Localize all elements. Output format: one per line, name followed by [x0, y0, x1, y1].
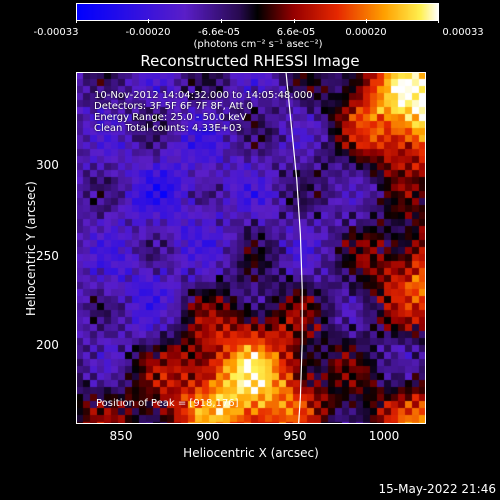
- info-clean-counts: Clean Total counts: 4.33E+03: [94, 123, 242, 134]
- colorbar-tick-label: 0.00020: [345, 27, 387, 38]
- info-time-range: 10-Nov-2012 14:04:32.000 to 14:05:48.000: [94, 90, 313, 101]
- colorbar-tick-label: -0.00020: [125, 27, 171, 38]
- info-energy-range: Energy Range: 25.0 - 50.0 keV: [94, 112, 247, 123]
- heatmap-image: [76, 72, 426, 424]
- colorbar-tick-label: -0.00033: [33, 27, 79, 38]
- x-axis-label: Heliocentric X (arcsec): [183, 446, 319, 460]
- colorbar-tick-label: 0.00033: [442, 27, 484, 38]
- plot-frame: [76, 72, 426, 424]
- colorbar-tick-mark: [294, 19, 295, 23]
- colorbar-tick-mark: [76, 19, 77, 23]
- y-tick-label: 250: [36, 249, 59, 263]
- colorbar-tick-label: -6.6e-05: [198, 27, 240, 38]
- y-tick-label: 300: [36, 158, 59, 172]
- solar-limb-curve: [285, 72, 303, 424]
- y-axis-label: Heliocentric Y (arcsec): [24, 181, 38, 316]
- x-tick-label: 900: [196, 429, 220, 443]
- colorbar-tick-mark: [221, 19, 222, 23]
- x-tick-label: 1000: [368, 429, 400, 443]
- colorbar-tick-mark: [438, 19, 439, 23]
- colorbar-tick-mark: [148, 19, 149, 23]
- y-tick-label: 200: [36, 338, 59, 352]
- colorbar-tick-label: 6.6e-05: [276, 27, 316, 38]
- colorbar-gradient: [76, 3, 439, 21]
- limb-overlay: [285, 72, 303, 424]
- colorbar-units-label: (photons cm⁻² s⁻¹ asec⁻²): [193, 39, 323, 50]
- peak-position-label: Position of Peak = [918,176]: [96, 398, 239, 409]
- footer-timestamp: 15-May-2022 21:46: [378, 482, 496, 496]
- x-tick-label: 950: [283, 429, 307, 443]
- x-tick-label: 850: [109, 429, 133, 443]
- colorbar-tick-mark: [366, 19, 367, 23]
- colorbar-frame: [76, 3, 439, 21]
- info-detectors: Detectors: 3F 5F 6F 7F 8F, Att 0: [94, 101, 254, 112]
- chart-title: Reconstructed RHESSI Image: [140, 52, 360, 70]
